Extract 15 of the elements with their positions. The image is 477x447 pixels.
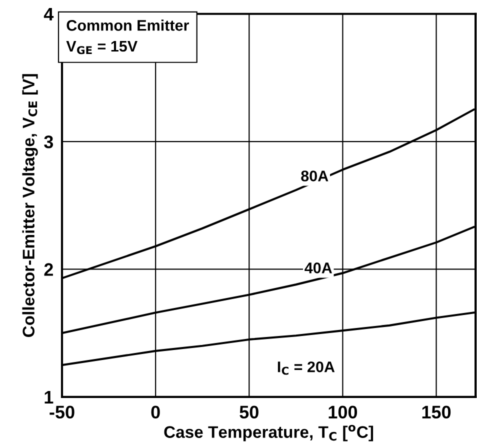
annotation: 80A bbox=[301, 170, 328, 182]
x-tick-label: 100 bbox=[328, 406, 358, 419]
y-tick-label: 1 bbox=[44, 391, 54, 404]
y-tick-label: 3 bbox=[44, 135, 54, 148]
x-tick-label: 150 bbox=[422, 406, 451, 419]
x-tick-label: -50 bbox=[50, 406, 74, 419]
x-axis-title: Case Temperature, T$_{C}$ [$^{o}$C] bbox=[164, 424, 374, 442]
x-tick-label: 50 bbox=[240, 406, 258, 419]
y-tick-label: 4 bbox=[44, 8, 54, 20]
y-tick-label: 2 bbox=[44, 263, 53, 276]
annotation: Common Emitter V$_{GE}$ = 15V bbox=[66, 20, 189, 54]
x-tick-label: 0 bbox=[151, 406, 160, 419]
annotation: I$_{C}$ = 20A bbox=[278, 361, 335, 375]
y-axis-title: Collector-Emitter Voltage, V$_{CE}$ [V] bbox=[22, 74, 38, 337]
annotation: 40A bbox=[304, 262, 332, 274]
